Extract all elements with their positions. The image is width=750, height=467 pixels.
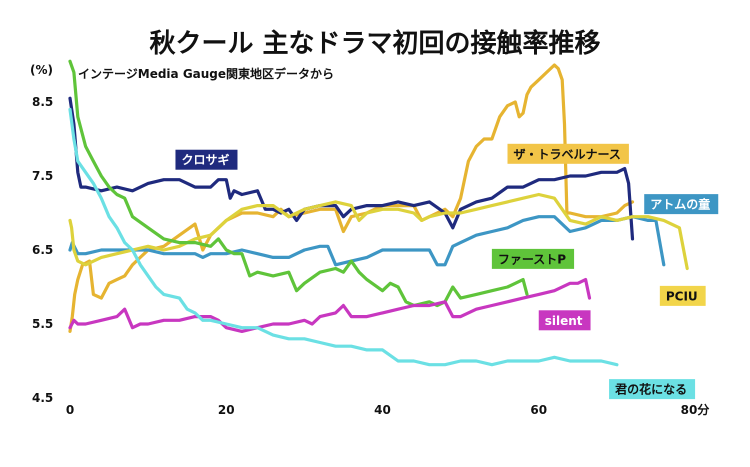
y-axis-ticks: 4.5 5.5 6.5 7.5 8.5 [32, 95, 53, 405]
y-tick-label: 7.5 [32, 169, 53, 183]
x-tick-label: 60 [530, 403, 547, 417]
series-label-box [507, 143, 629, 164]
series-label: 君の花になる [609, 379, 696, 400]
series-label-box [538, 310, 591, 331]
series-label: アトムの童 [644, 194, 719, 215]
series-label-box [491, 248, 575, 269]
series-label-box [175, 149, 238, 170]
series-label: PCIU [659, 285, 706, 306]
y-axis-unit: (%) [30, 63, 53, 77]
series-line [68, 107, 619, 367]
x-tick-label: 40 [374, 403, 391, 417]
chart-subtitle: インテージMedia Gauge関東地区データから [78, 66, 334, 81]
series-label-box [609, 379, 696, 400]
y-tick-label: 4.5 [32, 391, 53, 405]
series-label-box [659, 285, 706, 306]
series-label-text: silent [545, 314, 583, 328]
series-label-text: PCIU [666, 289, 698, 303]
series-line [68, 59, 529, 308]
series-label-text: クロサギ [181, 152, 229, 167]
series-label-text: アトムの童 [650, 197, 710, 212]
y-tick-label: 5.5 [32, 317, 53, 331]
y-tick-label: 8.5 [32, 95, 53, 109]
series-label-box [644, 194, 719, 215]
series-label: ザ・トラベルナース [507, 143, 629, 164]
series-lines [68, 59, 689, 367]
series-label-text: 君の花になる [614, 382, 687, 397]
series-label: silent [538, 310, 591, 331]
series-line [68, 192, 689, 271]
x-axis-ticks: 0 20 40 60 80分 [66, 402, 710, 417]
x-tick-label: 80分 [681, 402, 710, 417]
chart-title: 秋クール 主なドラマ初回の接触率推移 [149, 28, 600, 59]
series-line [68, 278, 592, 333]
series-label-text: ザ・トラベルナース [514, 147, 621, 161]
series-line [68, 215, 666, 267]
series-label: ファーストP [491, 248, 575, 269]
x-tick-label: 20 [218, 403, 235, 417]
series-label-text: ファーストP [498, 252, 566, 266]
y-tick-label: 6.5 [32, 243, 53, 257]
series-label: クロサギ [175, 149, 238, 170]
x-tick-label: 0 [66, 403, 74, 417]
